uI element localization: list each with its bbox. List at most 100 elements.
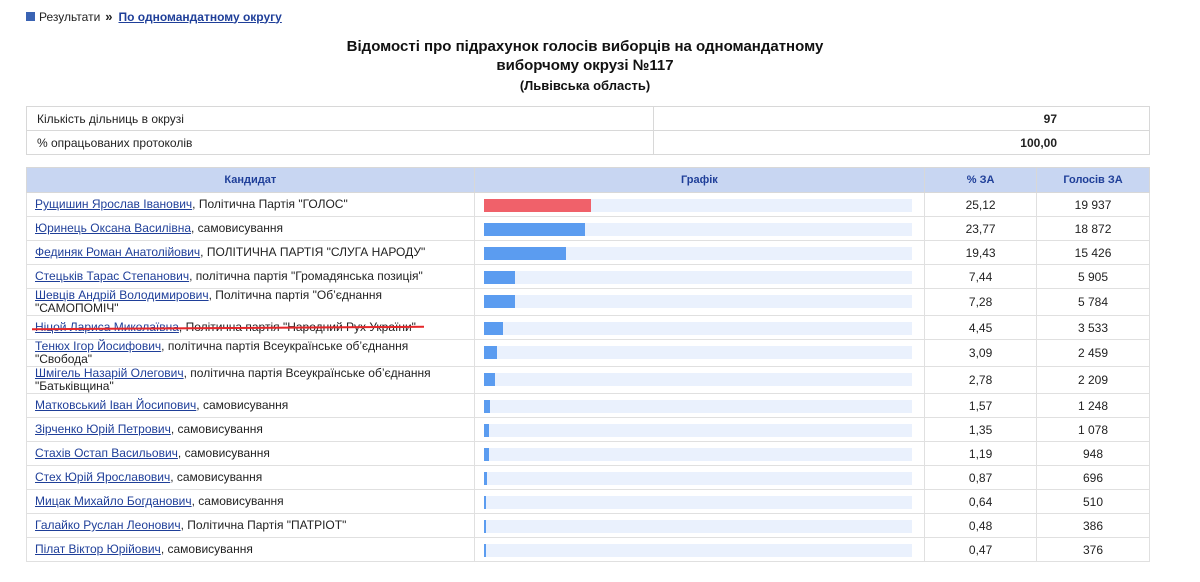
votes-cell: 376 (1036, 537, 1150, 562)
breadcrumb-separator: » (105, 9, 113, 24)
candidate-name-link[interactable]: Тенюх Ігор Йосифович (35, 339, 162, 353)
candidate-cell: Галайко Руслан Леонович, Політична Парті… (26, 513, 475, 538)
candidate-name-link[interactable]: Фединяк Роман Анатолійович (35, 245, 201, 259)
candidate-name-link[interactable]: Шевців Андрій Володимирович (35, 288, 209, 302)
results-body: Рущишин Ярослав Іванович, Політична Парт… (26, 192, 1150, 562)
votes-cell: 948 (1036, 441, 1150, 466)
graph-cell (473, 366, 926, 394)
table-row: Галайко Руслан Леонович, Політична Парті… (26, 513, 1150, 538)
percent-cell: 4,45 (924, 315, 1038, 340)
percent-cell: 7,44 (924, 264, 1038, 289)
candidate-name-link[interactable]: Мицак Михайло Богданович (35, 494, 192, 508)
bar-fill (483, 322, 503, 335)
candidate-name-link[interactable]: Юринець Оксана Василівна (35, 221, 192, 235)
header-percent: % ЗА (924, 167, 1038, 193)
bar-track (483, 199, 912, 212)
graph-cell (473, 441, 926, 466)
bar-fill (483, 247, 567, 260)
candidate-party: , Політична Партія "ГОЛОС" (192, 197, 348, 211)
graph-cell (473, 417, 926, 442)
votes-cell: 19 937 (1036, 192, 1150, 217)
candidate-name-link[interactable]: Матковський Іван Йосипович (35, 398, 197, 412)
title-line-2: виборчому окрузі №117 (496, 57, 674, 74)
breadcrumb-root[interactable]: Результати (39, 9, 101, 24)
graph-cell (473, 315, 926, 340)
bar-track (483, 271, 912, 284)
bar-fill (483, 544, 486, 557)
graph-cell (473, 192, 926, 217)
graph-cell (473, 513, 926, 538)
candidate-cell: Стецьків Тарас Степанович, політична пар… (26, 264, 475, 289)
summary-value: 100,00 (652, 130, 1151, 155)
candidate-name-link[interactable]: Шмігель Назарій Олегович (35, 366, 184, 380)
table-row: Пілат Віктор Юрійович, самовисування 0,47… (26, 537, 1150, 562)
percent-cell: 2,78 (924, 366, 1038, 394)
candidate-party: , ПОЛІТИЧНА ПАРТІЯ "СЛУГА НАРОДУ" (200, 245, 426, 259)
bar-fill (483, 223, 585, 236)
percent-cell: 1,57 (924, 393, 1038, 418)
header-candidate: Кандидат (26, 167, 475, 193)
bar-track (483, 247, 912, 260)
candidate-party: , Політична партія "Об’єднання "САМОПОМІ… (35, 288, 382, 315)
candidate-name-link[interactable]: Стех Юрій Ярославович (35, 470, 171, 484)
table-row: Стецьків Тарас Степанович, політична пар… (26, 264, 1150, 289)
votes-cell: 2 209 (1036, 366, 1150, 394)
percent-cell: 0,64 (924, 489, 1038, 514)
graph-cell (473, 537, 926, 562)
bar-fill (483, 472, 488, 485)
percent-cell: 19,43 (924, 240, 1038, 265)
percent-cell: 25,12 (924, 192, 1038, 217)
candidate-name-link[interactable]: Стахів Остап Васильович (35, 446, 178, 460)
candidate-party: , самовисування (177, 446, 270, 460)
header-graph: Графік (473, 167, 926, 193)
bar-track (483, 346, 912, 359)
graph-cell (473, 393, 926, 418)
candidate-cell: Шмігель Назарій Олегович, політична парт… (26, 366, 475, 394)
bar-track (483, 373, 912, 386)
candidate-name-link[interactable]: Стецьків Тарас Степанович (35, 269, 190, 283)
candidate-name-link[interactable]: Рущишин Ярослав Іванович (35, 197, 193, 211)
bar-track (483, 544, 912, 557)
graph-cell (473, 489, 926, 514)
page-title: Відомості про підрахунок голосів виборці… (0, 37, 1170, 93)
bar-fill (483, 271, 516, 284)
candidate-party: , політична партія "Громадянська позиція… (189, 269, 423, 283)
breadcrumb-current-link[interactable]: По одномандатному округу (118, 9, 282, 24)
bar-fill (483, 199, 591, 212)
graph-cell (473, 465, 926, 490)
bar-fill (483, 424, 490, 437)
summary-label: Кількість дільниць в окрузі (26, 106, 654, 131)
breadcrumb: Результати » По одномандатному округу (26, 9, 282, 24)
candidate-cell: Фединяк Роман Анатолійович, ПОЛІТИЧНА ПА… (26, 240, 475, 265)
bar-track (483, 295, 912, 308)
bar-track (483, 400, 912, 413)
percent-cell: 1,19 (924, 441, 1038, 466)
header-votes: Голосів ЗА (1036, 167, 1150, 193)
bar-fill (483, 520, 486, 533)
results-header-row: Кандидат Графік % ЗА Голосів ЗА (26, 167, 1150, 193)
votes-cell: 510 (1036, 489, 1150, 514)
bar-fill (483, 373, 496, 386)
candidate-cell: Шевців Андрій Володимирович, Політична п… (26, 288, 475, 316)
candidate-name-link[interactable]: Зірченко Юрій Петрович (35, 422, 171, 436)
bar-fill (483, 295, 515, 308)
votes-cell: 3 533 (1036, 315, 1150, 340)
bar-track (483, 424, 912, 437)
candidate-cell: Рущишин Ярослав Іванович, Політична Парт… (26, 192, 475, 217)
bar-track (483, 322, 912, 335)
candidate-name-link[interactable]: Пілат Віктор Юрійович (35, 542, 161, 556)
candidate-cell: Зірченко Юрій Петрович, самовисування (26, 417, 475, 442)
table-row: Стахів Остап Васильович, самовисування 1,… (26, 441, 1150, 466)
graph-cell (473, 240, 926, 265)
percent-cell: 7,28 (924, 288, 1038, 316)
bar-fill (483, 400, 491, 413)
graph-cell (473, 339, 926, 367)
candidate-name-link[interactable]: Галайко Руслан Леонович (35, 518, 181, 532)
candidate-party: , політична партія Всеукраїнське об’єдна… (35, 339, 409, 366)
bar-track (483, 472, 912, 485)
candidate-cell: Матковський Іван Йосипович, самовисуванн… (26, 393, 475, 418)
graph-cell (473, 264, 926, 289)
table-row: Мицак Михайло Богданович, самовисування 0… (26, 489, 1150, 514)
table-row: Стех Юрій Ярославович, самовисування 0,87… (26, 465, 1150, 490)
votes-cell: 15 426 (1036, 240, 1150, 265)
